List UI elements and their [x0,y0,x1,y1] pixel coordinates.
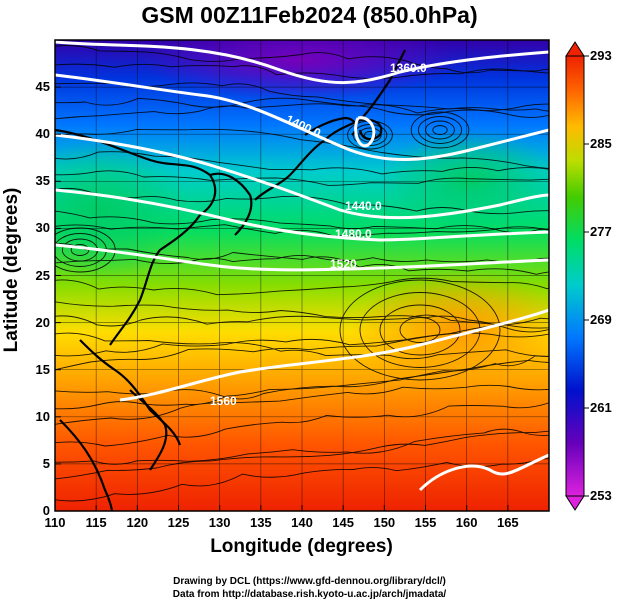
streamline [55,428,549,465]
x-tick-label: 160 [455,515,478,530]
streamline [55,301,549,333]
streamline [55,243,549,275]
streamline-swirl [379,304,461,356]
y-tick-label: 35 [35,173,50,189]
streamline [55,332,549,360]
x-tick-label: 135 [249,515,272,530]
streamline [55,103,549,120]
contour-label-1520: 1520 [330,257,357,271]
x-tick-label: 140 [291,515,313,530]
contour-label-1440: 1440.0 [345,199,382,213]
contour-label-1480: 1480.0 [335,227,372,241]
y-tick-label: 20 [35,314,50,330]
colorbar-tick-label: 277 [590,224,612,239]
streamline [55,277,549,296]
colorbar-tick-label: 293 [590,48,612,63]
streamline-swirl [410,111,470,149]
x-tick-label: 120 [126,515,149,530]
streamline [55,430,549,480]
map-title: GSM 00Z11Feb2024 (850.0hPa) [141,2,478,28]
credit-drawing: Drawing by DCL (https://www.gfd-dennou.o… [173,576,446,587]
y-tick-label: 5 [42,455,50,471]
x-tick-label: 155 [414,515,437,530]
streamline [55,210,549,234]
y-tick-label: 10 [35,408,50,424]
temperature-field [55,40,549,511]
colorbar-top-arrow [565,41,585,57]
streamline [55,402,549,447]
x-tick-label: 150 [373,515,396,530]
streamline [55,63,549,79]
streamline [55,128,549,169]
streamline [55,170,549,186]
credit-data: Data from http://database.rish.kyoto-u.a… [172,589,447,600]
streamline-swirl [339,279,501,381]
streamline [55,384,549,425]
colorbar-tick-label: 269 [590,312,612,327]
streamline-swirl [55,227,116,273]
streamline-swirl [399,317,441,343]
colorbar-tick-label: 285 [590,136,612,151]
y-tick-label: 30 [35,220,50,236]
y-tick-label: 40 [35,126,50,142]
streamline [55,254,549,265]
colorbar [565,41,589,511]
x-axis-title: Longitude (degrees) [210,536,393,557]
colorbar-tick-label: 253 [590,488,612,503]
x-tick-label: 130 [208,515,231,530]
streamline [55,97,549,114]
y-tick-label: 15 [35,361,50,377]
x-tick-label: 125 [167,515,190,530]
x-tick-label: 165 [496,515,519,530]
height-contours [55,40,549,492]
y-tick-label: 0 [42,503,50,518]
x-tick-label: 145 [332,515,354,530]
y-tick-label: 45 [35,79,50,95]
x-tick-label: 115 [85,515,107,530]
y-tick-label: 25 [35,267,50,283]
streamline-swirl [417,116,463,144]
grid-lines [55,40,549,511]
colorbar-bottom-arrow [565,495,585,511]
streamline [55,355,549,410]
contour-label-1360: 1360.0 [390,61,427,75]
x-tick-label: 110 [44,515,66,530]
streamline [55,332,549,371]
contour-label-1560: 1560 [210,394,237,408]
colorbar-tick-label: 261 [590,400,612,415]
streamline [55,45,549,74]
